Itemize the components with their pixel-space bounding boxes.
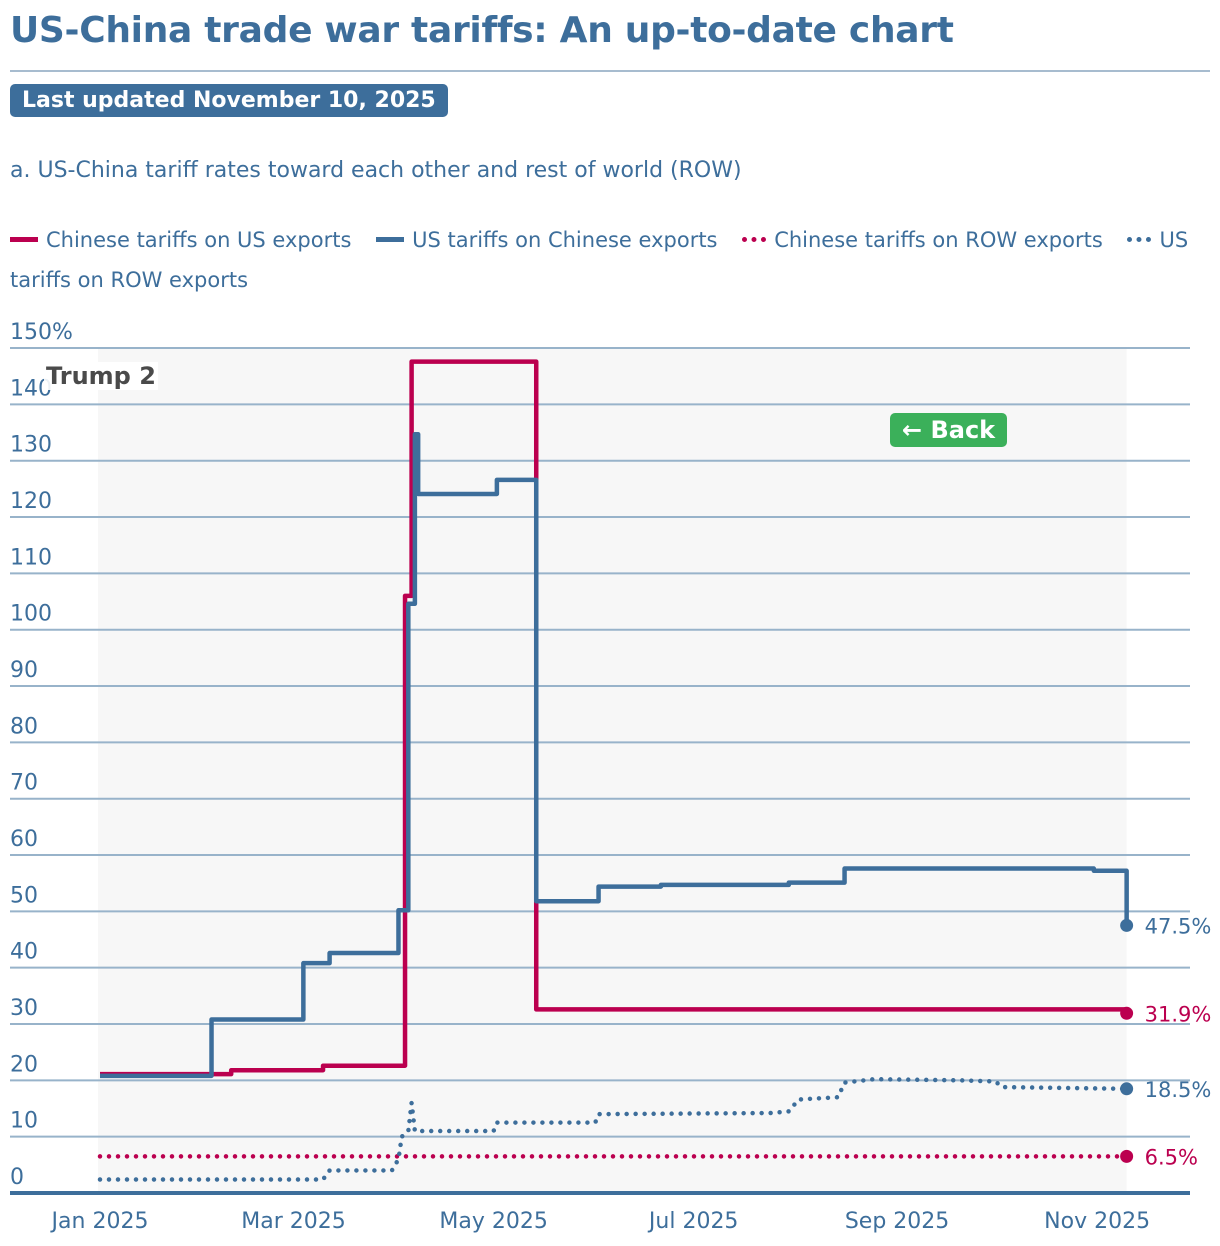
legend-swatch	[1127, 236, 1152, 242]
legend-swatch	[742, 236, 767, 242]
x-tick-label: May 2025	[439, 1209, 547, 1234]
y-tick-label: 70	[10, 771, 38, 796]
y-tick-label: 10	[10, 1109, 38, 1134]
x-tick-label: Sep 2025	[845, 1209, 949, 1234]
series-end-label-2: 6.5%	[1145, 1145, 1198, 1169]
y-tick-label: 0	[10, 1165, 24, 1190]
y-tick-label: 90	[10, 658, 38, 683]
legend-label: US tariffs on Chinese exports	[412, 228, 718, 252]
legend-label: Chinese tariffs on US exports	[46, 228, 352, 252]
legend-swatch	[376, 236, 405, 242]
series-end-label-1: 47.5%	[1145, 914, 1212, 938]
legend: Chinese tariffs on US exports US tariffs…	[10, 220, 1190, 300]
y-tick-label: 50	[10, 883, 38, 908]
trump-2-annotation: Trump 2	[44, 362, 158, 390]
series-line-3	[97, 1076, 1129, 1182]
legend-label: US tariffs on ROW exports	[10, 228, 1189, 292]
y-tick-label: 110	[10, 545, 52, 570]
y-tick-label: 60	[10, 827, 38, 852]
x-tick-label: Nov 2025	[1044, 1209, 1150, 1234]
x-tick-label: Jan 2025	[50, 1209, 149, 1234]
series-end-label-0: 31.9%	[1145, 1002, 1212, 1026]
series-end-dot-2	[1120, 1149, 1134, 1163]
y-tick-label: 40	[10, 940, 38, 965]
legend-item-us-cn[interactable]: US tariffs on Chinese exports	[376, 228, 718, 252]
legend-item-us-row[interactable]: US tariffs on ROW exports	[10, 228, 1188, 292]
legend-item-cn-us[interactable]: Chinese tariffs on US exports	[10, 228, 351, 252]
x-tick-label: Jul 2025	[647, 1209, 739, 1234]
title-divider	[10, 70, 1210, 72]
series-line-0	[100, 359, 1129, 1077]
series-line-1	[100, 431, 1129, 1079]
plot-background	[98, 348, 1127, 1193]
legend-label: Chinese tariffs on ROW exports	[774, 228, 1103, 252]
y-tick-label: 130	[10, 433, 52, 458]
page-title: US-China trade war tariffs: An up-to-dat…	[10, 10, 954, 51]
series-end-label-3: 18.5%	[1145, 1078, 1212, 1102]
series-end-dot-0	[1120, 1006, 1134, 1020]
chart-subtitle: a. US-China tariff rates toward each oth…	[10, 158, 742, 183]
series-end-dot-3	[1120, 1082, 1134, 1096]
series-end-dot-1	[1120, 918, 1134, 932]
legend-swatch	[10, 236, 38, 242]
y-tick-label: 80	[10, 714, 38, 739]
last-updated-badge: Last updated November 10, 2025	[10, 84, 448, 117]
back-button[interactable]: ← Back	[890, 413, 1008, 447]
y-tick-label: 100	[10, 602, 52, 627]
y-tick-label: 120	[10, 489, 52, 514]
x-tick-label: Mar 2025	[241, 1209, 346, 1234]
y-tick-label: 30	[10, 996, 38, 1021]
y-tick-label: 150%	[10, 320, 73, 345]
legend-item-cn-row[interactable]: Chinese tariffs on ROW exports	[742, 228, 1103, 252]
y-tick-label: 20	[10, 1052, 38, 1077]
